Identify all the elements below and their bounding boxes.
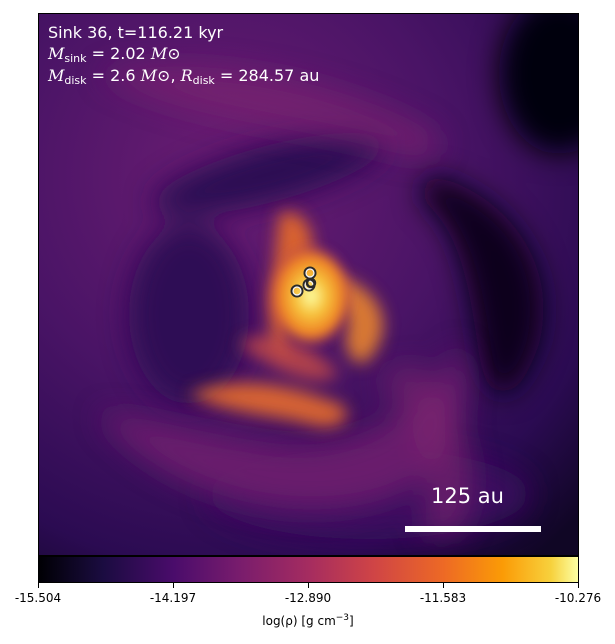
colorbar-tick-label: -14.197: [149, 591, 197, 605]
scale-bar: [405, 526, 541, 532]
colorbar-tick: [308, 583, 309, 588]
sink-marker-ring: [292, 286, 302, 296]
density-map: [39, 14, 578, 555]
colorbar: [38, 556, 579, 583]
disk-properties-label: Mdisk = 2.6 M⊙, Rdisk = 284.57 au: [48, 66, 320, 87]
sink-marker: [290, 284, 304, 298]
colorbar-tick: [173, 583, 174, 588]
colorbar-tick: [38, 583, 39, 588]
sink-time-label: Sink 36, t=116.21 kyr: [48, 23, 224, 42]
colorbar-tick: [578, 583, 579, 588]
sink-marker-ring: [305, 268, 315, 278]
colorbar-label: log(ρ) [g cm−3]: [262, 613, 354, 628]
sink-markers: [290, 266, 317, 298]
sink-marker-ring: [304, 280, 314, 290]
colorbar-tick-label: -15.504: [14, 591, 62, 605]
scale-bar-label: 125 au: [431, 484, 504, 508]
spiral-arms: [99, 66, 474, 534]
colorbar-tick: [443, 583, 444, 588]
colorbar-tick-label: -10.276: [554, 591, 602, 605]
sink-mass-label: Msink = 2.02 M⊙: [48, 44, 181, 65]
sink-marker: [305, 277, 317, 289]
colorbar-tick-label: -11.583: [419, 591, 467, 605]
disk-core: [266, 241, 356, 351]
density-map-panel: Sink 36, t=116.21 kyr Msink = 2.02 M⊙ Md…: [38, 13, 579, 556]
colorbar-tick-label: -12.890: [284, 591, 332, 605]
